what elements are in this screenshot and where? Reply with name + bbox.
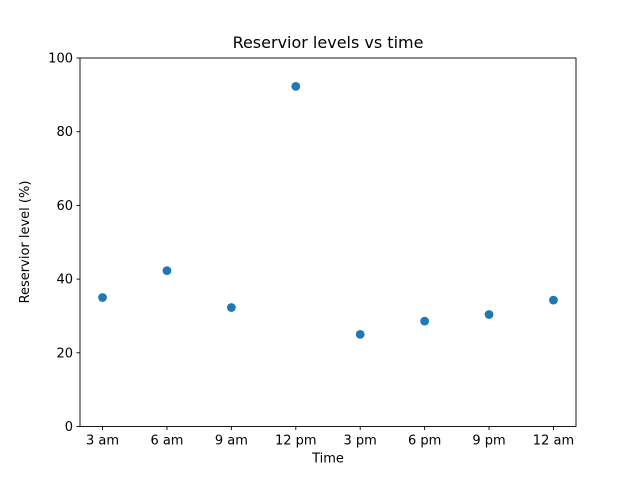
data-point-6am: [162, 266, 172, 276]
data-point-9pm: [484, 310, 494, 319]
x-tick-label: 3 am: [86, 434, 119, 449]
data-point-9am: [226, 303, 236, 312]
x-tick-label: 9 pm: [472, 434, 505, 449]
data-point-12am: [549, 295, 558, 305]
x-axis-label: Time: [311, 452, 344, 467]
x-tick-label: 6 pm: [408, 434, 441, 449]
data-point-12pm: [291, 81, 301, 91]
x-tick-label: 9 am: [215, 434, 248, 449]
plot-frame: [79, 57, 577, 427]
x-tick-label: 12 am: [533, 434, 574, 449]
y-tick-label: 60: [56, 199, 73, 214]
y-tick-label: 20: [56, 346, 73, 361]
x-tick-label: 12 pm: [275, 434, 317, 449]
y-tick-label: 40: [56, 273, 73, 288]
plot-area: 0 20 40 60 80 100 3 am 6 am 9 am 12 pm 3 pm 6 pm 9 p…: [48, 52, 577, 449]
x-tick-label: 6 am: [150, 434, 183, 449]
y-axis-label: Reservior level (%): [18, 181, 33, 304]
y-tick-label: 0: [65, 420, 73, 435]
data-point-3am: [98, 293, 107, 302]
data-point-3pm: [355, 329, 365, 339]
x-tick-label: 3 pm: [344, 434, 377, 449]
data-point-6pm: [420, 316, 430, 326]
y-tick-label: 100: [48, 52, 73, 67]
chart-title: Reservior levels vs time: [233, 33, 424, 52]
y-tick-label: 80: [56, 125, 73, 140]
